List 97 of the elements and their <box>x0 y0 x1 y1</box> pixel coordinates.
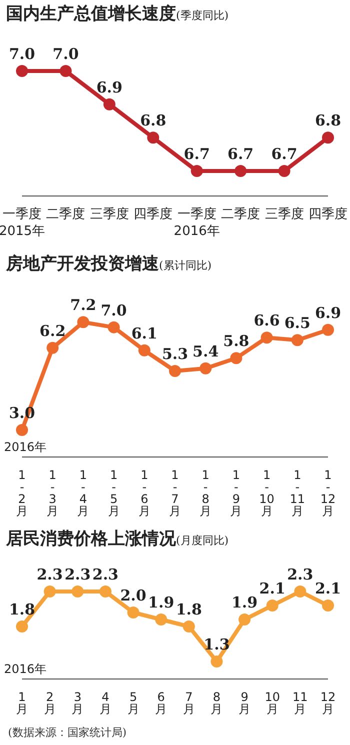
data-label: 6.8 <box>314 112 342 130</box>
point <box>260 332 273 344</box>
point <box>60 65 72 77</box>
x-tick-label: 12月 <box>320 690 336 716</box>
data-label: 6.7 <box>271 145 298 163</box>
text: 2016年 <box>4 661 47 678</box>
point <box>44 586 56 598</box>
x-tick-label: 1-3月 <box>46 468 59 518</box>
point <box>291 334 304 346</box>
x-tick-label: 10月 <box>264 690 280 716</box>
data-label: 6.8 <box>140 112 166 130</box>
x-tick-label: 1-2月 <box>16 468 28 518</box>
text: (数据来源：国家统计局) <box>7 725 128 741</box>
point <box>190 165 203 177</box>
x-tick-label: 6月 <box>155 690 168 716</box>
x-tick-label: 二季度 <box>46 206 86 222</box>
data-label: 6.2 <box>40 322 66 340</box>
data-label: 2.3 <box>64 566 91 584</box>
data-label: 2.3 <box>287 566 314 584</box>
point <box>322 132 334 144</box>
chart-subtitle: (季度同比) <box>176 9 229 22</box>
x-tick-label: 1-11月 <box>290 468 306 518</box>
x-tick-label: 1月 <box>16 690 28 716</box>
point <box>46 342 59 354</box>
point <box>99 586 112 598</box>
point <box>127 606 140 618</box>
data-label: 5.3 <box>162 344 188 363</box>
data-label: 5.4 <box>192 342 219 360</box>
x-tick-label: 四季度 <box>308 206 348 222</box>
chart-subtitle: (累计同比) <box>159 259 212 272</box>
x-tick-label: 1-6月 <box>138 468 150 518</box>
data-label: 6.9 <box>96 78 122 96</box>
x-tick-label: 3月 <box>72 690 84 716</box>
point <box>238 614 251 626</box>
point <box>200 362 212 374</box>
x-tick-label: 1-5月 <box>108 468 120 518</box>
point <box>155 614 168 626</box>
data-label: 2.1 <box>314 580 342 598</box>
point <box>234 165 247 177</box>
point <box>77 316 90 328</box>
x-tick-label: 二季度 <box>221 206 260 222</box>
data-label: 5.8 <box>223 332 250 350</box>
data-label: 7.0 <box>52 45 79 63</box>
point <box>147 132 160 144</box>
x-tick-label: 1-9月 <box>230 468 242 518</box>
data-label: 2.3 <box>92 566 119 584</box>
data-label: 2.0 <box>120 586 146 604</box>
x-tick-label: 1-12月 <box>320 468 336 518</box>
text: 2016年 <box>4 439 47 456</box>
data-label: 6.1 <box>131 324 158 342</box>
x-tick-label: 11月 <box>292 690 308 716</box>
x-tick-label: 8月 <box>210 690 223 716</box>
point <box>16 620 28 632</box>
x-tick-label: 1-7月 <box>169 468 181 518</box>
x-tick-label: 三季度 <box>264 206 304 222</box>
point <box>16 424 28 436</box>
point <box>230 352 242 364</box>
x-tick-label: 一季度 2016年 <box>174 206 220 239</box>
data-label: 7.0 <box>100 301 127 320</box>
point <box>108 321 120 334</box>
x-tick-label: 4月 <box>99 690 112 716</box>
point <box>278 165 290 177</box>
data-label: 6.6 <box>254 312 280 330</box>
data-label: 2.3 <box>36 566 63 584</box>
point <box>322 324 334 336</box>
data-label: 6.7 <box>228 145 254 163</box>
x-tick-label: 5月 <box>127 690 140 716</box>
data-label: 1.9 <box>148 594 174 612</box>
data-label: 1.9 <box>231 594 258 612</box>
x-tick-label: 四季度 <box>134 206 173 222</box>
point <box>138 344 150 356</box>
data-label: 1.8 <box>8 600 36 618</box>
data-label: 6.5 <box>284 314 310 332</box>
x-tick-label: 三季度 <box>90 206 129 222</box>
point <box>16 65 28 77</box>
point <box>169 364 181 377</box>
data-label: 1.8 <box>176 600 202 618</box>
data-label: 2.1 <box>259 580 286 598</box>
x-tick-label: 1-10月 <box>259 468 274 518</box>
point <box>210 656 223 668</box>
point <box>266 600 278 612</box>
x-tick-label: 1-8月 <box>200 468 212 518</box>
point <box>182 620 195 632</box>
x-tick-label: 1-4月 <box>77 468 90 518</box>
point <box>294 586 306 598</box>
x-tick-label: 9月 <box>238 690 251 716</box>
data-label: 7.0 <box>8 45 36 63</box>
point <box>322 600 334 612</box>
data-label: 7.2 <box>70 296 96 314</box>
x-tick-label: 7月 <box>182 690 195 716</box>
point <box>103 98 116 110</box>
x-tick-label: 一季度 2015年 <box>0 206 46 239</box>
point <box>72 586 84 598</box>
chart-subtitle: (月度同比) <box>176 534 229 547</box>
data-label: 6.7 <box>184 145 210 163</box>
x-tick-label: 2月 <box>44 690 56 716</box>
data-label: 6.9 <box>314 304 342 322</box>
